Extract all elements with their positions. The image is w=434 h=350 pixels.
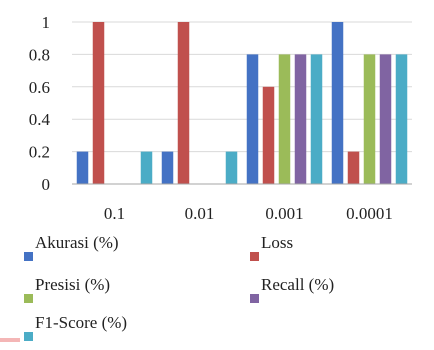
bar	[347, 151, 360, 184]
axes: 0 0.2 0.4 0.6 0.8 1 0.1 0.01 0.001 0.0001	[29, 13, 412, 223]
y-tick-label: 0	[42, 175, 51, 194]
y-tick-label: 0.4	[29, 110, 51, 129]
legend-label: Loss	[261, 233, 293, 252]
bar	[246, 54, 259, 185]
bar	[225, 151, 238, 184]
y-tick-label: 0.8	[29, 45, 50, 64]
bar	[379, 54, 392, 185]
bar	[140, 151, 153, 184]
y-tick-label: 1	[42, 13, 51, 32]
legend-swatch	[24, 332, 33, 341]
gridlines	[72, 21, 412, 153]
x-tick-label: 0.001	[265, 204, 303, 223]
bar	[294, 54, 307, 185]
y-tick-label: 0.6	[29, 78, 50, 97]
bar	[76, 151, 89, 184]
y-tick-label: 0.2	[29, 143, 50, 162]
bar	[161, 151, 174, 184]
x-tick-label: 0.0001	[346, 204, 393, 223]
corner-mark	[0, 338, 20, 342]
x-tick-label: 0.01	[185, 204, 215, 223]
legend-label: Akurasi (%)	[35, 233, 119, 252]
bar	[363, 54, 376, 185]
bar	[278, 54, 291, 185]
legend-label: F1-Score (%)	[35, 313, 127, 332]
bar	[310, 54, 323, 185]
legend: Akurasi (%) Loss Presisi (%) Recall (%) F1-S…	[24, 233, 334, 341]
legend-swatch	[24, 294, 33, 303]
bar	[331, 22, 344, 184]
legend-label: Presisi (%)	[35, 275, 110, 294]
legend-label: Recall (%)	[261, 275, 334, 294]
bar	[262, 86, 275, 184]
legend-swatch	[250, 294, 259, 303]
bar	[395, 54, 408, 185]
bars	[76, 22, 408, 185]
bar	[92, 22, 105, 184]
legend-swatch	[250, 252, 259, 261]
bar	[177, 22, 190, 184]
x-tick-label: 0.1	[104, 204, 125, 223]
legend-swatch	[24, 252, 33, 261]
